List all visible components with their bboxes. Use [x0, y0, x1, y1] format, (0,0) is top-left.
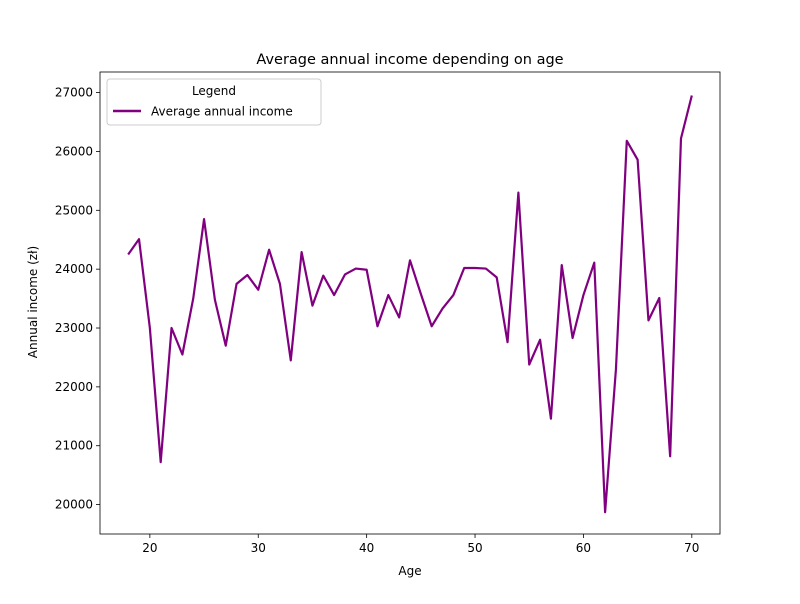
y-tick-label: 21000 — [55, 439, 93, 453]
x-tick-label: 70 — [684, 541, 699, 555]
y-tick-label: 25000 — [55, 203, 93, 217]
y-tick-label: 27000 — [55, 86, 93, 100]
y-tick-label: 22000 — [55, 380, 93, 394]
y-tick-label: 23000 — [55, 321, 93, 335]
x-tick-label: 20 — [142, 541, 157, 555]
chart-title: Average annual income depending on age — [256, 52, 563, 68]
y-tick-label: 20000 — [55, 498, 93, 512]
y-tick-label: 24000 — [55, 262, 93, 276]
legend: Legend Average annual income — [106, 78, 322, 126]
y-axis-label: Annual income (zł) — [26, 246, 40, 358]
series-line-average-annual-income — [127, 95, 693, 514]
x-tick-label: 30 — [251, 541, 266, 555]
legend-box — [106, 78, 322, 126]
plot-frame — [99, 71, 721, 535]
x-tick-label: 40 — [359, 541, 374, 555]
legend-label: Average annual income — [151, 105, 293, 119]
y-tick-label: 26000 — [55, 144, 93, 158]
legend-title: Legend — [192, 84, 236, 98]
x-tick-label: 50 — [467, 541, 482, 555]
x-axis-label: Age — [398, 564, 421, 578]
x-tick-label: 60 — [576, 541, 591, 555]
